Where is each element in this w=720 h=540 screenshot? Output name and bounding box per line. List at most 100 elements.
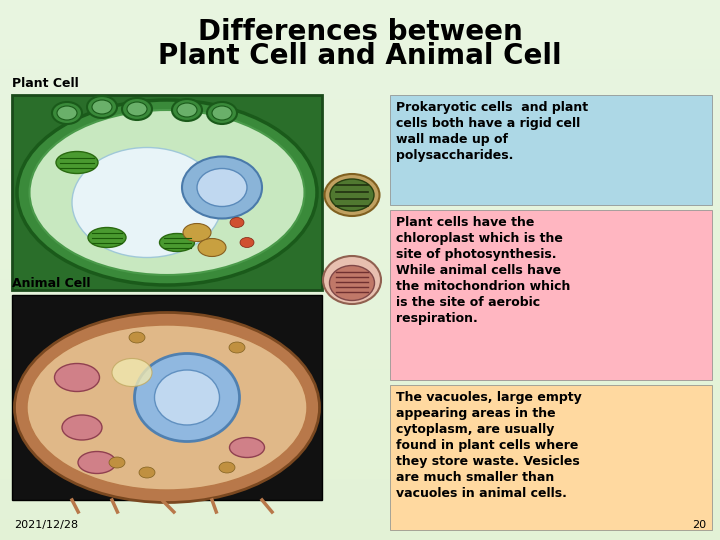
Bar	[0, 120, 720, 130]
Bar	[0, 230, 720, 240]
Bar	[0, 300, 720, 310]
Ellipse shape	[109, 457, 125, 468]
Ellipse shape	[183, 224, 211, 241]
Ellipse shape	[182, 157, 262, 219]
Ellipse shape	[330, 266, 374, 300]
Text: Differences between: Differences between	[197, 18, 523, 46]
Bar	[0, 260, 720, 270]
Bar	[0, 270, 720, 280]
Bar	[0, 30, 720, 40]
Bar	[0, 510, 720, 520]
Bar	[0, 60, 720, 70]
Text: Animal Cell: Animal Cell	[12, 277, 91, 290]
Ellipse shape	[52, 102, 82, 124]
Bar	[0, 340, 720, 350]
Bar	[0, 470, 720, 480]
Bar	[0, 140, 720, 150]
Ellipse shape	[155, 370, 220, 425]
Text: Plant Cell and Animal Cell: Plant Cell and Animal Cell	[158, 42, 562, 70]
Ellipse shape	[230, 218, 244, 227]
Ellipse shape	[30, 110, 305, 275]
Text: 20: 20	[692, 520, 706, 530]
Bar	[0, 330, 720, 340]
Ellipse shape	[212, 106, 232, 120]
Bar	[0, 460, 720, 470]
Ellipse shape	[57, 106, 77, 120]
Text: 2021/12/28: 2021/12/28	[14, 520, 78, 530]
Bar	[0, 390, 720, 400]
Bar	[0, 80, 720, 90]
Bar	[0, 200, 720, 210]
Bar	[0, 0, 720, 10]
Bar	[12, 295, 322, 500]
Bar	[12, 95, 322, 290]
Bar	[0, 480, 720, 490]
Bar	[0, 430, 720, 440]
Bar	[0, 380, 720, 390]
Ellipse shape	[323, 256, 381, 304]
Ellipse shape	[27, 325, 307, 490]
Ellipse shape	[55, 363, 99, 392]
Bar	[0, 110, 720, 120]
Bar	[0, 220, 720, 230]
Bar	[0, 490, 720, 500]
Ellipse shape	[112, 359, 152, 387]
Bar	[0, 400, 720, 410]
Bar	[0, 130, 720, 140]
Bar	[0, 440, 720, 450]
Ellipse shape	[330, 179, 374, 211]
Ellipse shape	[62, 415, 102, 440]
Ellipse shape	[78, 451, 116, 474]
Bar	[0, 100, 720, 110]
Ellipse shape	[135, 354, 240, 442]
Ellipse shape	[87, 96, 117, 118]
Bar	[0, 180, 720, 190]
Bar	[0, 40, 720, 50]
Ellipse shape	[325, 174, 379, 216]
Ellipse shape	[17, 100, 317, 285]
Bar	[0, 320, 720, 330]
Text: Plant cells have the
chloroplast which is the
site of photosynthesis.
While anim: Plant cells have the chloroplast which i…	[396, 216, 570, 325]
Bar	[0, 520, 720, 530]
Ellipse shape	[240, 238, 254, 247]
Text: Prokaryotic cells  and plant
cells both have a rigid cell
wall made up of
polysa: Prokaryotic cells and plant cells both h…	[396, 101, 588, 162]
Bar	[0, 530, 720, 540]
Bar	[0, 160, 720, 170]
Ellipse shape	[88, 227, 126, 247]
Bar	[0, 360, 720, 370]
Bar	[0, 150, 720, 160]
Bar	[0, 50, 720, 60]
Bar	[0, 500, 720, 510]
Bar	[0, 240, 720, 250]
Bar	[0, 10, 720, 20]
Ellipse shape	[139, 467, 155, 478]
Bar	[0, 290, 720, 300]
Ellipse shape	[229, 342, 245, 353]
Ellipse shape	[122, 98, 152, 120]
Text: Plant Cell: Plant Cell	[12, 77, 78, 90]
Bar	[0, 70, 720, 80]
Bar	[0, 310, 720, 320]
Text: The vacuoles, large empty
appearing areas in the
cytoplasm, are usually
found in: The vacuoles, large empty appearing area…	[396, 391, 582, 500]
Bar	[0, 170, 720, 180]
Ellipse shape	[197, 168, 247, 206]
Ellipse shape	[172, 99, 202, 121]
Ellipse shape	[14, 313, 320, 503]
Bar	[0, 410, 720, 420]
Bar	[0, 450, 720, 460]
Bar	[0, 350, 720, 360]
Bar	[0, 280, 720, 290]
Bar	[0, 210, 720, 220]
Bar	[0, 190, 720, 200]
Ellipse shape	[92, 100, 112, 114]
Ellipse shape	[72, 147, 222, 258]
Ellipse shape	[56, 152, 98, 173]
Bar	[390, 385, 712, 530]
Bar	[0, 20, 720, 30]
Ellipse shape	[127, 102, 147, 116]
Bar	[0, 250, 720, 260]
Ellipse shape	[198, 239, 226, 256]
Bar	[0, 370, 720, 380]
Ellipse shape	[129, 332, 145, 343]
Bar	[0, 420, 720, 430]
